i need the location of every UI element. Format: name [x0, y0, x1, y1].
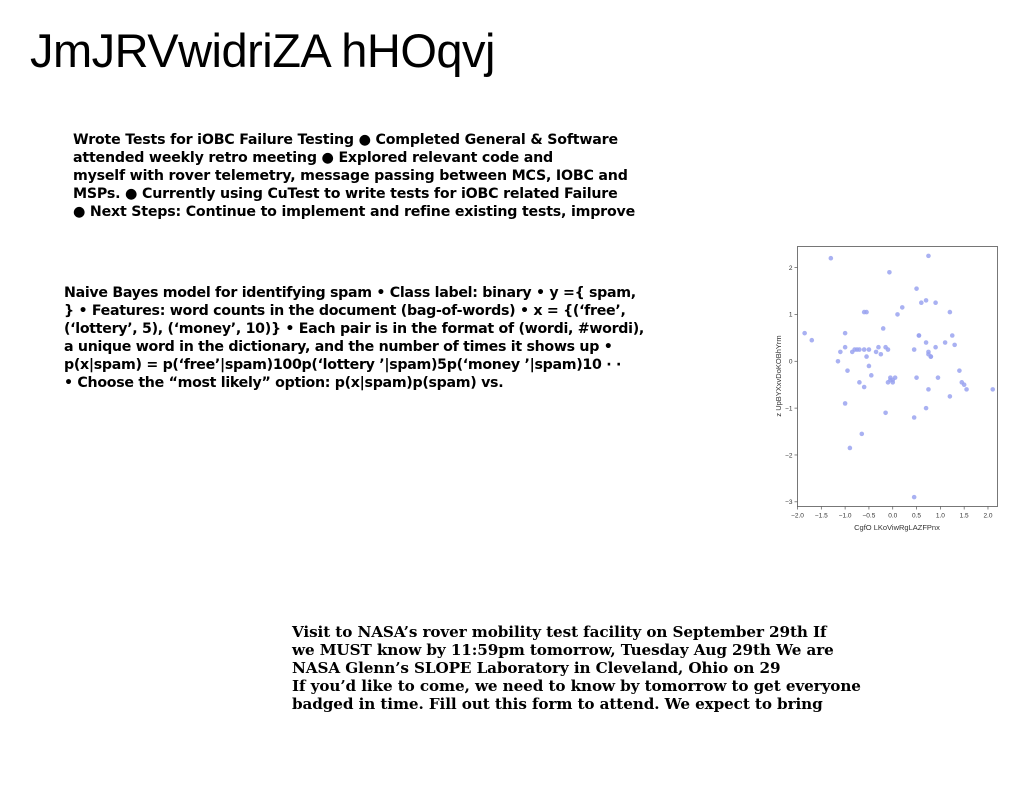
scatter-point [861, 309, 867, 315]
y-tick-label: 2 [789, 265, 793, 272]
scatter-point [923, 298, 929, 303]
scatter-point [861, 384, 867, 390]
scatter-point [869, 373, 874, 378]
text-line: we MUST know by 11:59pm tomorrow, Tuesda… [292, 641, 834, 659]
scatter-point [961, 382, 967, 387]
text-line: Wrote Tests for iOBC Failure Testing ● C… [73, 132, 618, 148]
scatter-point [933, 344, 938, 350]
scatter-point [838, 349, 843, 355]
scatter-point [926, 387, 931, 392]
scatter-point [880, 326, 886, 331]
text-line: p(x|spam) = p(‘free’|spam)100p(‘lottery … [64, 357, 622, 373]
y-tick-label: −2 [785, 452, 793, 459]
x-tick-label: −1.5 [815, 513, 828, 520]
scatter-point [849, 349, 855, 355]
scatter-point [864, 354, 869, 359]
scatter-point [845, 368, 850, 373]
x-tick-label: 2.0 [983, 513, 992, 520]
text-line: • Choose the “most likely” option: p(x|s… [64, 375, 504, 391]
x-tick-label: 0.0 [888, 513, 897, 520]
text-line: (‘lottery’, 5), (‘money’, 10)} • Each pa… [64, 321, 644, 337]
scatter-point [914, 286, 919, 291]
scatter-point [885, 347, 891, 352]
scatter-point [964, 387, 969, 392]
scatter-point [899, 305, 905, 310]
text-line: Naive Bayes model for identifying spam •… [64, 285, 636, 301]
text-line: } • Features: word counts in the documen… [64, 303, 626, 319]
text-line: a unique word in the dictionary, and the… [64, 339, 613, 355]
scatter-point [892, 375, 898, 380]
y-axis-label: z UpBYXxvDoKOBhYrm [774, 335, 783, 416]
plot-frame [797, 246, 998, 507]
x-tick-label: −2.0 [791, 513, 804, 520]
scatter-point [942, 340, 948, 345]
text-line: Visit to NASA’s rover mobility test faci… [292, 623, 827, 641]
scatter-point [933, 300, 938, 306]
scatter-point [911, 347, 917, 352]
text-line: If you’d like to come, we need to know b… [292, 677, 861, 695]
scatter-point [876, 344, 881, 350]
text-block-iobc-testing: Wrote Tests for iOBC Failure Testing ● C… [73, 131, 635, 221]
scatter-point [885, 380, 891, 385]
scatter-point [911, 415, 917, 420]
text-line: NASA Glenn’s SLOPE Laboratory in Clevela… [292, 659, 781, 677]
scatter-point [842, 401, 848, 406]
scatter-point [926, 253, 931, 259]
y-tick-label: −1 [785, 405, 793, 412]
text-line: badged in time. Fill out this form to at… [292, 695, 823, 713]
scatter-point [842, 344, 848, 350]
scatter-point [952, 342, 957, 348]
scatter-point [883, 410, 888, 416]
scatter-point [802, 330, 807, 336]
scatter-point [914, 375, 919, 380]
scatter-point [857, 380, 862, 385]
text-block-nasa-visit: Visit to NASA’s rover mobility test faci… [292, 623, 861, 713]
scatter-point [887, 269, 892, 275]
scatter-point [919, 300, 924, 306]
scatter-point [947, 309, 953, 315]
scatter-point [866, 363, 872, 369]
scatter-point [947, 394, 953, 399]
scatter-point [809, 337, 815, 343]
text-block-naive-bayes: Naive Bayes model for identifying spam •… [64, 284, 644, 392]
scatter-point [866, 347, 872, 352]
scatter-point [835, 358, 841, 364]
x-tick-label: 1.0 [936, 513, 945, 520]
scatter-point [828, 255, 834, 261]
scatter-point [878, 351, 884, 357]
scatter-point [923, 405, 929, 411]
scatter-point [895, 312, 900, 317]
scatter-point [935, 375, 941, 380]
x-axis-label: CgfO LKoViwRgLAZFPnx [854, 523, 940, 532]
scatter-point [916, 333, 922, 338]
x-tick-label: 1.5 [960, 513, 969, 520]
page-title: JmJRVwidriZA hHOqvj [30, 24, 495, 77]
scatter-point [926, 349, 931, 355]
scatter-point [847, 445, 853, 451]
scatter-point [842, 330, 848, 336]
scatter-point [861, 347, 867, 352]
scatter-point [957, 368, 962, 373]
scatter-point [928, 354, 934, 359]
scatter-point [990, 387, 996, 392]
y-tick-label: −3 [785, 499, 793, 506]
scatter-chart: −2.0 −1.5 −1.0 −0.5 0.0 0.5 1.0 1.5 2.0 −3 −2 −1 0 1 2… [774, 246, 998, 532]
scatter-point [949, 333, 955, 338]
scatter-point [859, 431, 865, 437]
text-line: MSPs. ● Currently using CuTest to write … [73, 186, 618, 202]
scatter-point [911, 494, 917, 500]
text-line: ● Next Steps: Continue to implement and … [73, 204, 636, 220]
scatter-point [857, 347, 862, 352]
scatter-point [923, 340, 929, 345]
x-tick-label: −1.0 [839, 513, 852, 520]
y-tick-label: 0 [789, 359, 793, 366]
scatter-point [873, 349, 879, 355]
x-tick-label: −0.5 [863, 513, 876, 520]
text-line: myself with rover telemetry, message pas… [73, 168, 628, 184]
text-line: attended weekly retro meeting ● Explored… [73, 150, 554, 166]
x-tick-label: 0.5 [912, 513, 921, 520]
y-tick-label: 1 [789, 312, 793, 319]
